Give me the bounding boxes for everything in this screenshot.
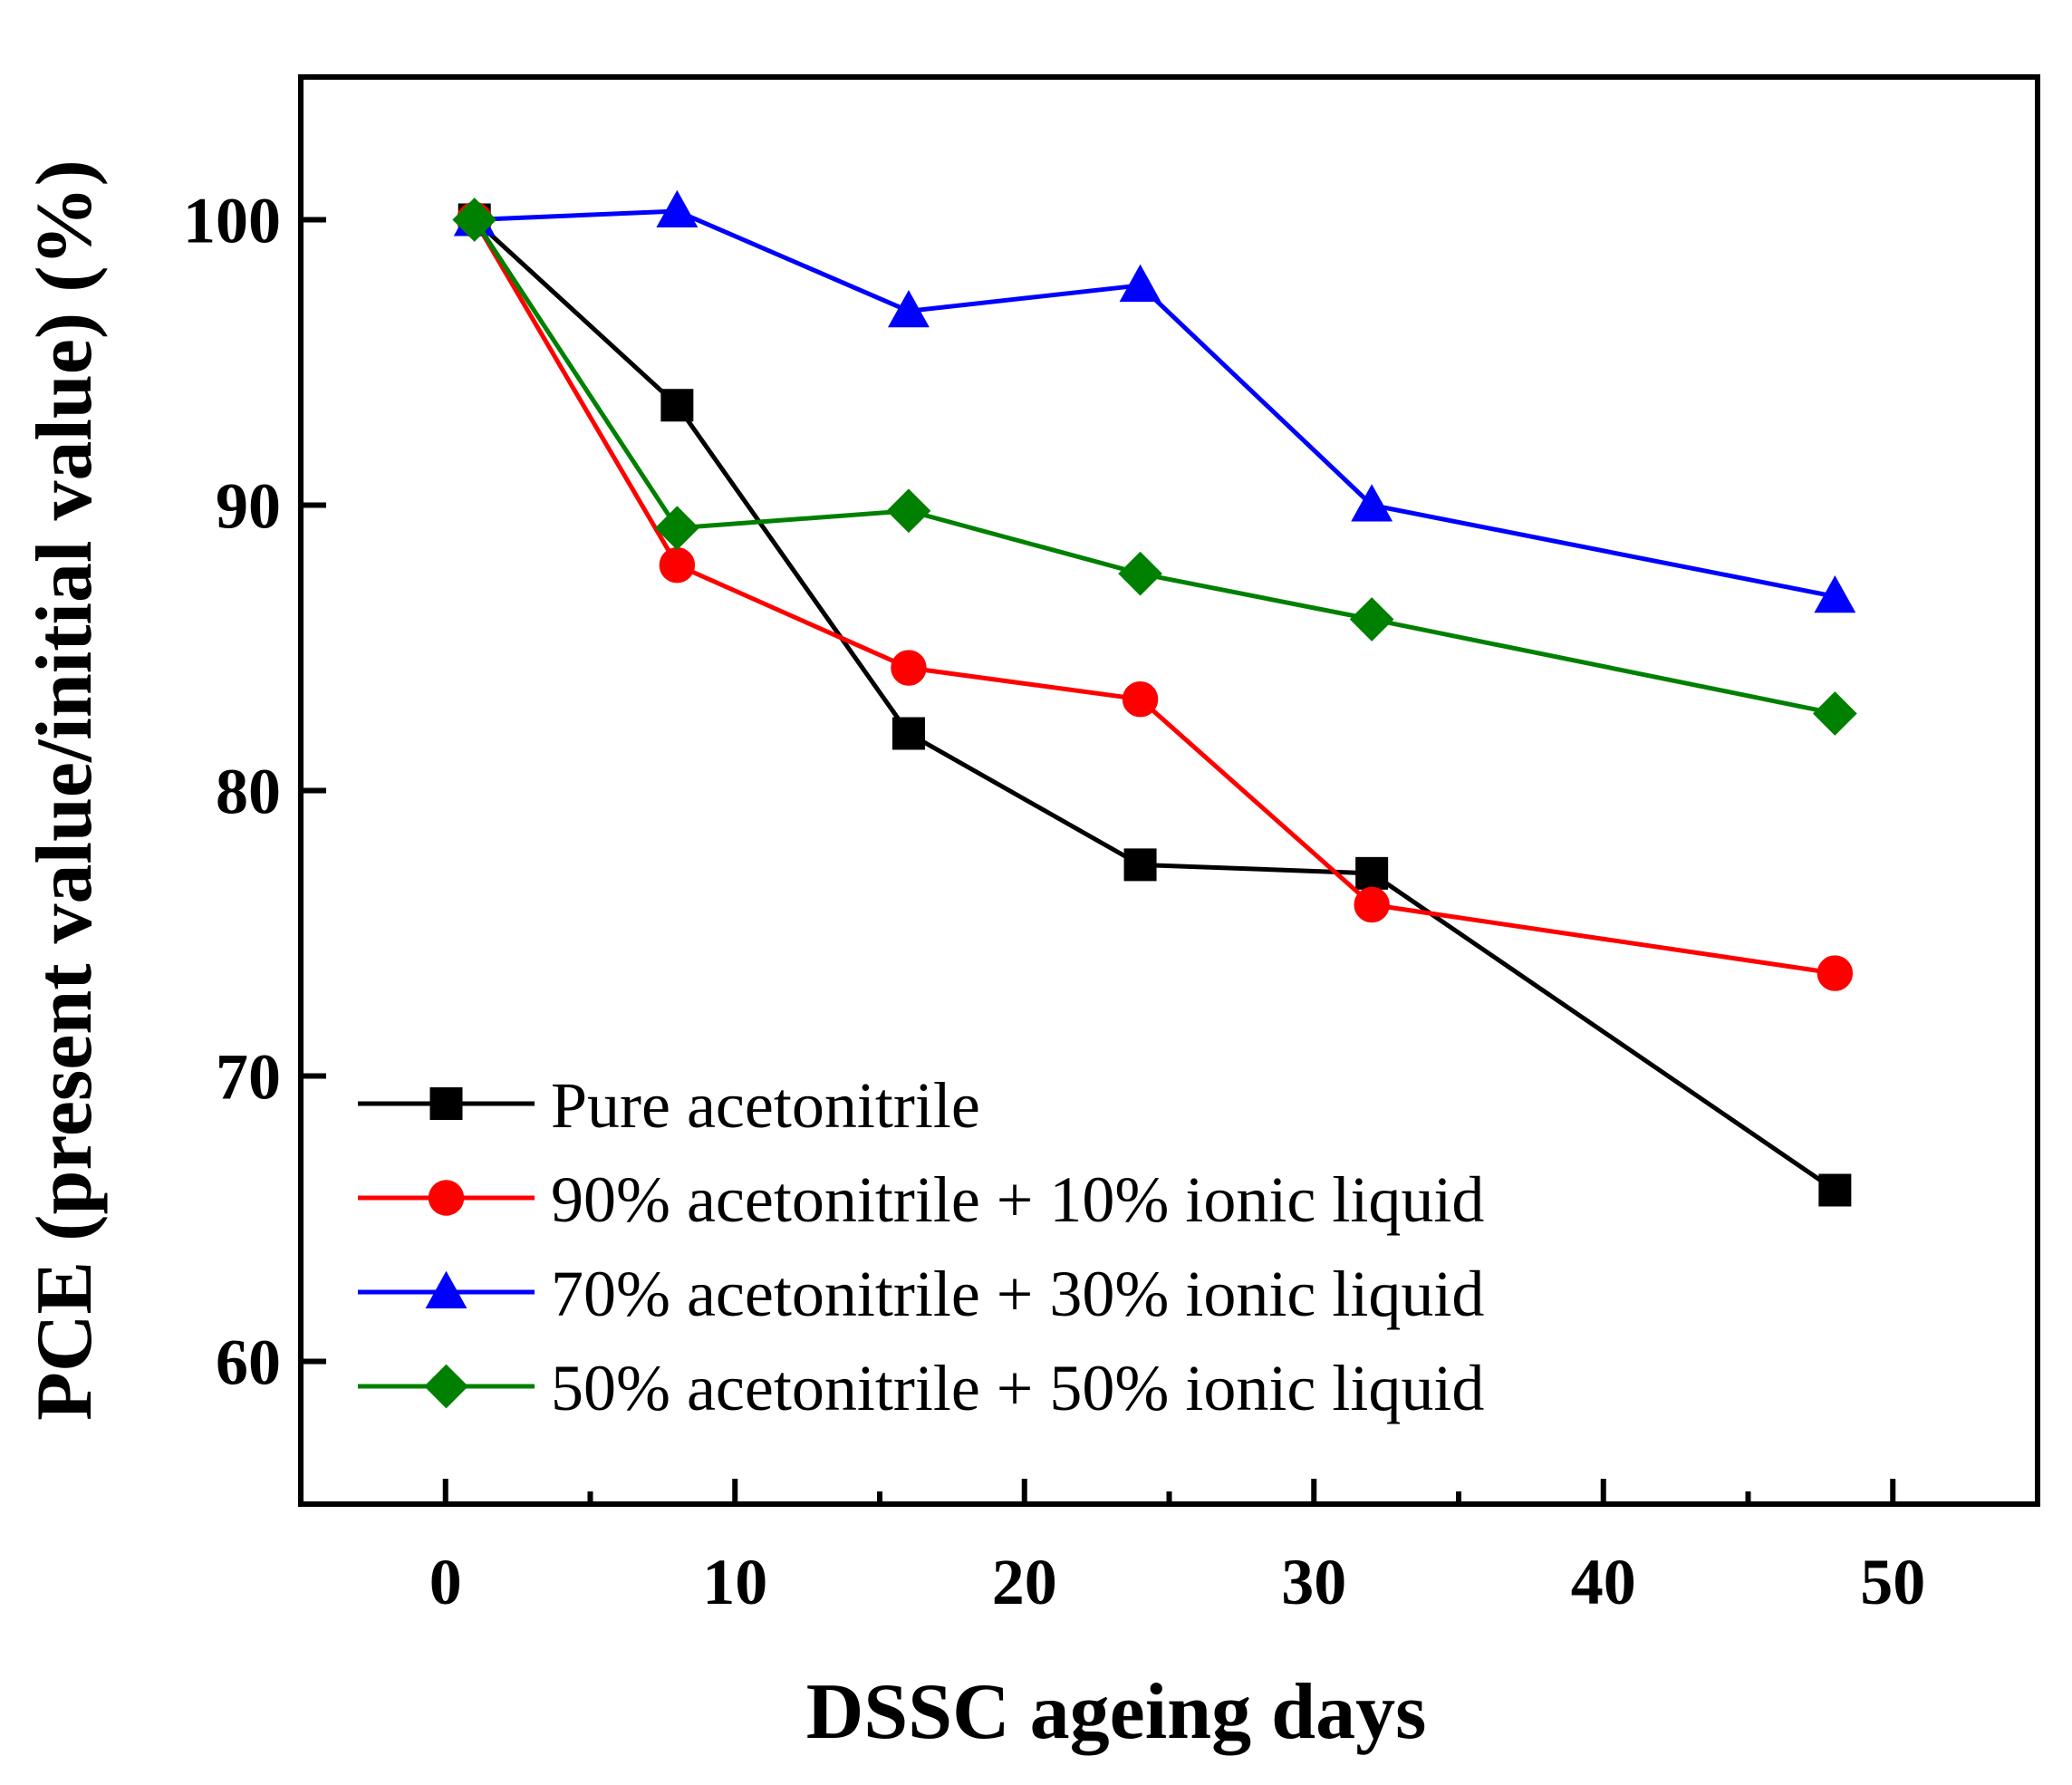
series-layer <box>452 189 1857 1207</box>
diamond-marker <box>1812 691 1857 736</box>
series-line <box>474 208 1836 599</box>
x-tick-label: 0 <box>429 1546 462 1618</box>
x-axis-title: DSSC ageing days <box>806 1668 1427 1756</box>
x-tick-label: 20 <box>992 1546 1057 1618</box>
square-marker <box>1355 856 1389 890</box>
y-tick-label: 60 <box>216 1327 281 1399</box>
triangle-marker <box>888 289 930 328</box>
diamond-marker <box>452 198 497 242</box>
y-tick-label: 100 <box>183 185 281 257</box>
axis-ticks: 0 10 20 30 40 50 60 70 80 90 100 <box>183 185 1925 1619</box>
circle-marker <box>1122 681 1159 718</box>
diamond-marker <box>654 506 699 551</box>
diamond-marker <box>886 488 931 534</box>
triangle-marker <box>425 1270 467 1308</box>
triangle-marker <box>1119 264 1161 302</box>
triangle-marker <box>656 189 699 228</box>
legend-item: Pure acetonitrile <box>358 1069 980 1142</box>
legend-label: 90% acetonitrile + 10% ionic liquid <box>551 1163 1484 1236</box>
diamond-marker <box>1349 597 1394 642</box>
circle-marker <box>1817 955 1854 991</box>
series-2 <box>457 201 1854 991</box>
square-marker <box>891 717 925 750</box>
square-marker <box>1123 848 1157 882</box>
legend-label: Pure acetonitrile <box>551 1069 980 1142</box>
y-tick-label: 70 <box>216 1041 281 1114</box>
y-axis-title: PCE (present value/initial value) (%) <box>21 159 109 1421</box>
x-tick-label: 50 <box>1860 1546 1925 1618</box>
legend-item: 50% acetonitrile + 50% ionic liquid <box>358 1352 1484 1424</box>
legend: Pure acetonitrile 90% acetonitrile + 10% … <box>358 1069 1484 1424</box>
x-tick-label: 10 <box>702 1546 767 1618</box>
triangle-marker <box>1814 574 1856 613</box>
triangle-marker <box>1351 484 1393 522</box>
square-marker <box>1818 1173 1852 1207</box>
y-tick-label: 80 <box>216 756 281 828</box>
circle-marker <box>891 650 927 686</box>
square-marker <box>660 389 694 422</box>
series-line <box>472 218 1836 716</box>
diamond-marker <box>1118 551 1162 596</box>
series-line <box>472 218 1836 976</box>
legend-item: 90% acetonitrile + 10% ionic liquid <box>358 1163 1484 1236</box>
x-tick-label: 40 <box>1571 1546 1636 1618</box>
legend-item: 70% acetonitrile + 30% ionic liquid <box>358 1258 1484 1330</box>
circle-marker <box>1354 886 1390 923</box>
x-tick-label: 30 <box>1281 1546 1346 1618</box>
circle-marker <box>428 1180 465 1216</box>
square-marker <box>429 1087 463 1120</box>
diamond-marker <box>424 1364 468 1409</box>
legend-label: 70% acetonitrile + 30% ionic liquid <box>551 1258 1484 1330</box>
y-tick-label: 90 <box>216 470 281 543</box>
plot-frame <box>298 74 2040 1507</box>
circle-marker <box>659 546 696 584</box>
legend-label: 50% acetonitrile + 50% ionic liquid <box>551 1352 1484 1424</box>
series-4 <box>452 198 1857 736</box>
series-line <box>473 217 1836 1192</box>
